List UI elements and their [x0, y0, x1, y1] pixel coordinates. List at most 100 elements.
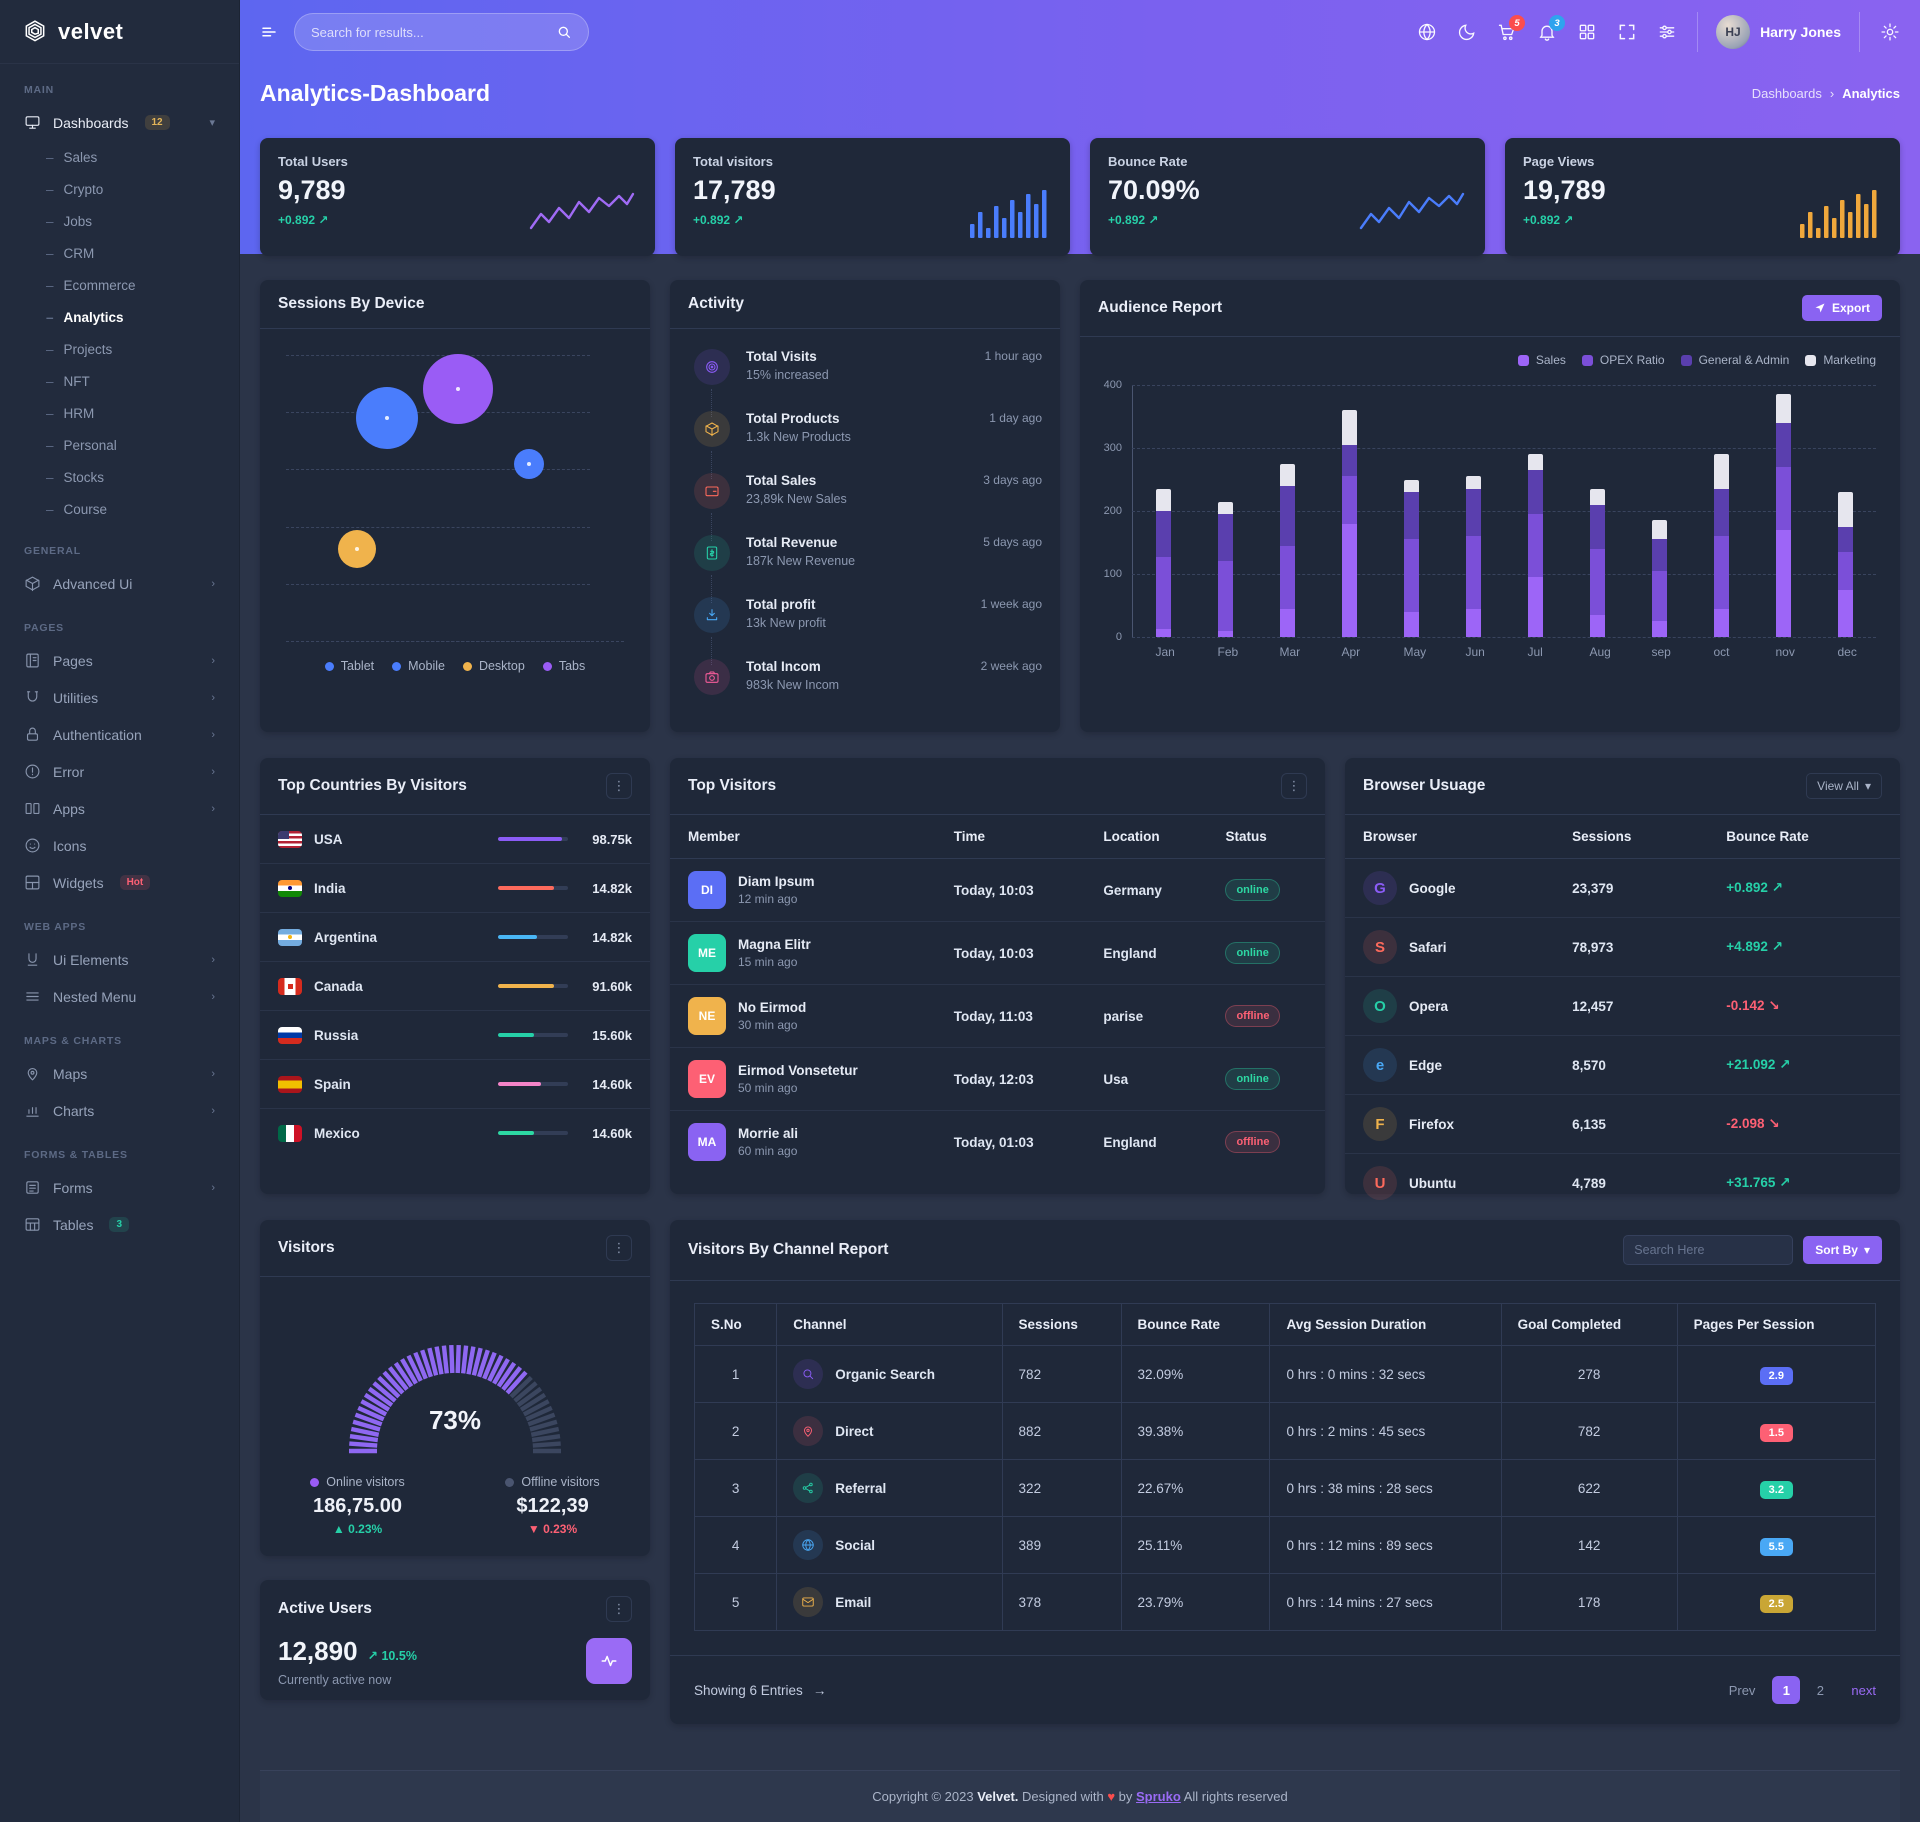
gear-icon[interactable] [1880, 22, 1900, 42]
bar-dec[interactable] [1837, 492, 1853, 637]
activity-pulse-button[interactable] [586, 1638, 632, 1684]
sidebar-item-error[interactable]: Error › [0, 753, 239, 790]
sidebar-item-tables[interactable]: Tables 3 [0, 1206, 239, 1243]
sidebar-subitem-crm[interactable]: – CRM [0, 237, 239, 269]
column-header-status[interactable]: Status [1207, 815, 1325, 859]
sidebar-subitem-personal[interactable]: – Personal [0, 429, 239, 461]
sidebar-item-nested-menu[interactable]: Nested Menu › [0, 978, 239, 1015]
legend-marketing[interactable]: Marketing [1805, 353, 1876, 367]
browser-row-edge[interactable]: e Edge 8,570 +21.092 ↗ [1345, 1035, 1900, 1095]
browser-row-safari[interactable]: S Safari 78,973 +4.892 ↗ [1345, 917, 1900, 977]
sidebar-item-utilities[interactable]: Utilities › [0, 679, 239, 716]
more-options-icon[interactable]: ⋮ [606, 773, 632, 799]
sidebar-item-pages[interactable]: Pages › [0, 642, 239, 679]
sidebar-item-widgets[interactable]: Widgets Hot [0, 864, 239, 901]
fullscreen-icon[interactable] [1617, 22, 1637, 42]
pagination-prev[interactable]: Prev [1728, 1682, 1756, 1698]
visitor-row-magna-elitr[interactable]: ME Magna Elitr 15 min ago Today, 10:03 En… [670, 921, 1325, 985]
browser-row-opera[interactable]: O Opera 12,457 -0.142 ↘ [1345, 976, 1900, 1036]
sidebar-item-charts[interactable]: Charts › [0, 1092, 239, 1129]
pagination-page-2[interactable]: 2 [1816, 1682, 1825, 1698]
channel-row-social[interactable]: 4 Social 389 25.11% 0 hrs : 12 mins : 89… [693, 1516, 1877, 1574]
column-header-bounce-rate[interactable]: Bounce Rate [1120, 1303, 1271, 1346]
country-row-mexico[interactable]: Mexico 14.60k [260, 1109, 650, 1157]
sidebar-subitem-projects[interactable]: – Projects [0, 333, 239, 365]
column-header-browser[interactable]: Browser [1345, 815, 1555, 859]
sidebar-item-authentication[interactable]: Authentication › [0, 716, 239, 753]
country-row-argentina[interactable]: Argentina 14.82k [260, 913, 650, 962]
column-header-sessions[interactable]: Sessions [1001, 1303, 1122, 1346]
column-header-time[interactable]: Time [935, 815, 1086, 859]
country-row-russia[interactable]: Russia 15.60k [260, 1011, 650, 1060]
country-row-india[interactable]: India 14.82k [260, 864, 650, 913]
country-row-canada[interactable]: Canada 91.60k [260, 962, 650, 1011]
visitor-row-morrie-ali[interactable]: MA Morrie ali 60 min ago Today, 01:03 Eng… [670, 1111, 1325, 1174]
user-menu[interactable]: HJ Harry Jones [1697, 12, 1860, 52]
more-options-icon[interactable]: ⋮ [606, 1596, 632, 1622]
column-header-s-no[interactable]: S.No [693, 1303, 778, 1346]
country-row-spain[interactable]: Spain 14.60k [260, 1060, 650, 1109]
settings-sliders-icon[interactable] [1657, 22, 1677, 42]
cart-icon[interactable]: 5 [1497, 15, 1526, 42]
sidebar-item-apps[interactable]: Apps › [0, 790, 239, 827]
bar-jan[interactable] [1155, 488, 1171, 637]
column-header-pages-per-session[interactable]: Pages Per Session [1676, 1303, 1877, 1346]
sort-by-button[interactable]: Sort By ▾ [1803, 1236, 1882, 1264]
legend-tabs[interactable]: Tabs [542, 659, 585, 673]
column-header-avg-session-duration[interactable]: Avg Session Duration [1269, 1303, 1502, 1346]
spruko-link[interactable]: Spruko [1136, 1789, 1181, 1804]
legend-mobile[interactable]: Mobile [392, 659, 445, 673]
column-header-member[interactable]: Member [670, 815, 936, 859]
brand[interactable]: velvet [0, 0, 239, 64]
breadcrumb-parent[interactable]: Dashboards [1751, 86, 1822, 101]
apps-grid-icon[interactable] [1577, 22, 1597, 42]
search-icon[interactable] [556, 24, 572, 40]
bar-mar[interactable] [1279, 463, 1295, 637]
visitor-row-no-eirmod[interactable]: NE No Eirmod 30 min ago Today, 11:03 pari… [670, 984, 1325, 1048]
channel-row-organic-search[interactable]: 1 Organic Search 782 32.09% 0 hrs : 0 mi… [693, 1345, 1877, 1403]
bar-jun[interactable] [1465, 476, 1481, 637]
sidebar-subitem-nft[interactable]: – NFT [0, 365, 239, 397]
sidebar-item-ui-elements[interactable]: Ui Elements › [0, 941, 239, 978]
more-options-icon[interactable]: ⋮ [1281, 773, 1307, 799]
legend-desktop[interactable]: Desktop [462, 659, 525, 673]
bar-may[interactable] [1403, 479, 1419, 637]
pagination-next[interactable]: next [1851, 1682, 1876, 1698]
bar-feb[interactable] [1217, 501, 1233, 637]
sidebar-item-forms[interactable]: Forms › [0, 1169, 239, 1206]
visitor-row-diam-ipsum[interactable]: DI Diam Ipsum 12 min ago Today, 10:03 Ger… [670, 858, 1325, 922]
column-header-sessions[interactable]: Sessions [1554, 815, 1709, 859]
sidebar-subitem-ecommerce[interactable]: – Ecommerce [0, 269, 239, 301]
browser-row-ubuntu[interactable]: U Ubuntu 4,789 +31.765 ↗ [1345, 1154, 1900, 1213]
dark-mode-moon-icon[interactable] [1457, 22, 1477, 42]
legend-sales[interactable]: Sales [1517, 353, 1566, 367]
column-header-channel[interactable]: Channel [776, 1303, 1003, 1346]
browser-row-google[interactable]: G Google 23,379 +0.892 ↗ [1345, 858, 1900, 918]
channel-row-referral[interactable]: 3 Referral 322 22.67% 0 hrs : 38 mins : … [693, 1459, 1877, 1517]
country-row-usa[interactable]: USA 98.75k [260, 815, 650, 864]
search-input[interactable] [311, 24, 556, 40]
sidebar-item-advanced-ui[interactable]: Advanced Ui › [0, 565, 239, 602]
notifications-bell-icon[interactable]: 3 [1537, 15, 1566, 42]
channel-row-email[interactable]: 5 Email 378 23.79% 0 hrs : 14 mins : 27 … [693, 1573, 1877, 1631]
language-globe-icon[interactable] [1417, 22, 1437, 42]
legend-opex-ratio[interactable]: OPEX Ratio [1581, 353, 1665, 367]
bar-apr[interactable] [1341, 410, 1357, 637]
legend-general-admin[interactable]: General & Admin [1680, 353, 1789, 367]
sidebar-subitem-hrm[interactable]: – HRM [0, 397, 239, 429]
hamburger-menu-icon[interactable] [260, 23, 278, 41]
column-header-bounce-rate[interactable]: Bounce Rate [1708, 815, 1900, 859]
visitor-row-eirmod-vonsetetur[interactable]: EV Eirmod Vonsetetur 50 min ago Today, 12… [670, 1047, 1325, 1111]
sidebar-subitem-course[interactable]: – Course [0, 493, 239, 525]
sidebar-item-icons[interactable]: Icons [0, 827, 239, 864]
sidebar-subitem-analytics[interactable]: – Analytics [0, 301, 239, 333]
bar-nov[interactable] [1775, 394, 1791, 637]
bar-aug[interactable] [1589, 488, 1605, 637]
column-header-goal-completed[interactable]: Goal Completed [1500, 1303, 1678, 1346]
sidebar-subitem-sales[interactable]: – Sales [0, 141, 239, 173]
sidebar-item-dashboards[interactable]: Dashboards 12 ▾ [0, 104, 239, 141]
more-options-icon[interactable]: ⋮ [606, 1235, 632, 1261]
column-header-location[interactable]: Location [1085, 815, 1208, 859]
export-button[interactable]: Export [1801, 295, 1882, 321]
pagination-page-1[interactable]: 1 [1772, 1676, 1801, 1704]
